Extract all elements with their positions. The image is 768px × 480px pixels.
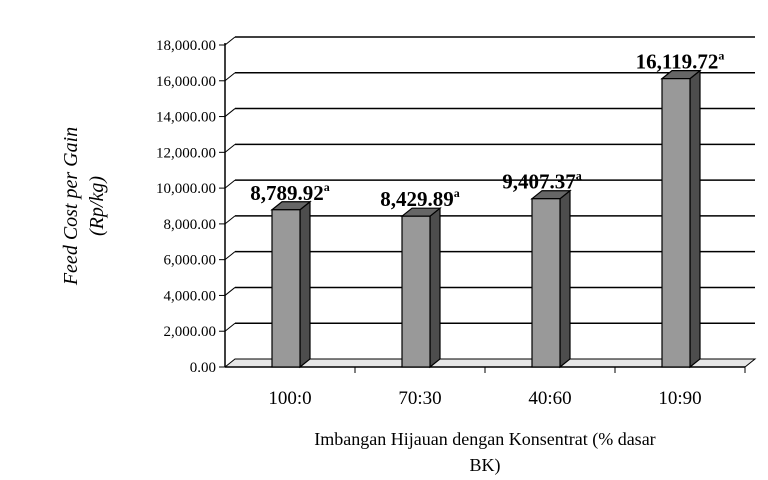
gridline-depth xyxy=(224,143,236,153)
gridline-depth xyxy=(224,287,236,296)
x-tick-label: 10:90 xyxy=(658,388,701,409)
axes xyxy=(219,43,746,373)
y-tick-label: 0.00 xyxy=(190,360,216,376)
gridline-depth xyxy=(224,322,236,332)
y-tick-label: 10,000.00 xyxy=(156,181,216,197)
bar-side xyxy=(299,200,311,369)
gridline-depth xyxy=(224,179,236,189)
gridline-depth xyxy=(224,108,236,117)
bar-side xyxy=(429,206,441,369)
y-tick-label: 2,000.00 xyxy=(164,324,217,340)
y-tick-label: 14,000.00 xyxy=(156,110,216,126)
bar xyxy=(271,209,301,368)
bars xyxy=(270,69,702,369)
data-label: 8,429.89a xyxy=(380,186,460,211)
x-axis-label-cont: BK) xyxy=(470,455,501,476)
bar-side xyxy=(559,189,571,369)
y-tick-label: 6,000.00 xyxy=(164,253,217,269)
gridline-depth xyxy=(224,36,236,46)
gridline-depth xyxy=(224,251,236,261)
y-tick-label: 16,000.00 xyxy=(156,74,216,90)
bar xyxy=(531,198,561,368)
gridline-depth xyxy=(224,215,236,225)
y-tick-label: 12,000.00 xyxy=(156,145,216,161)
y-axis-label: Feed Cost per Gain xyxy=(60,127,82,286)
bar-side xyxy=(689,69,701,369)
y-tick-labels: 0.00 2,000.00 4,000.00 6,000.00 8,000.00 10,0… xyxy=(156,38,216,376)
bar xyxy=(401,215,431,368)
x-axis-label: Imbangan Hijauan dengan Konsentrat (% da… xyxy=(314,429,655,450)
data-labels: 8,789.92a 8,429.89a 9,407.37a 16,119.72a xyxy=(250,49,724,212)
data-label: 16,119.72a xyxy=(636,49,725,74)
x-tick-label: 100:0 xyxy=(268,388,311,409)
gridline-depth xyxy=(224,72,236,82)
x-tick-labels: 100:0 70:30 40:60 10:90 xyxy=(268,388,701,409)
x-tick-label: 70:30 xyxy=(398,388,441,409)
y-tick-label: 8,000.00 xyxy=(164,217,217,233)
y-tick-label: 4,000.00 xyxy=(164,288,217,304)
y-tick-label: 18,000.00 xyxy=(156,38,216,54)
data-label: 8,789.92a xyxy=(250,180,330,205)
data-label: 9,407.37a xyxy=(502,169,582,194)
bar xyxy=(661,78,691,368)
y-axis-label-unit: (Rp/kg) xyxy=(86,176,108,236)
x-tick-label: 40:60 xyxy=(528,388,571,409)
